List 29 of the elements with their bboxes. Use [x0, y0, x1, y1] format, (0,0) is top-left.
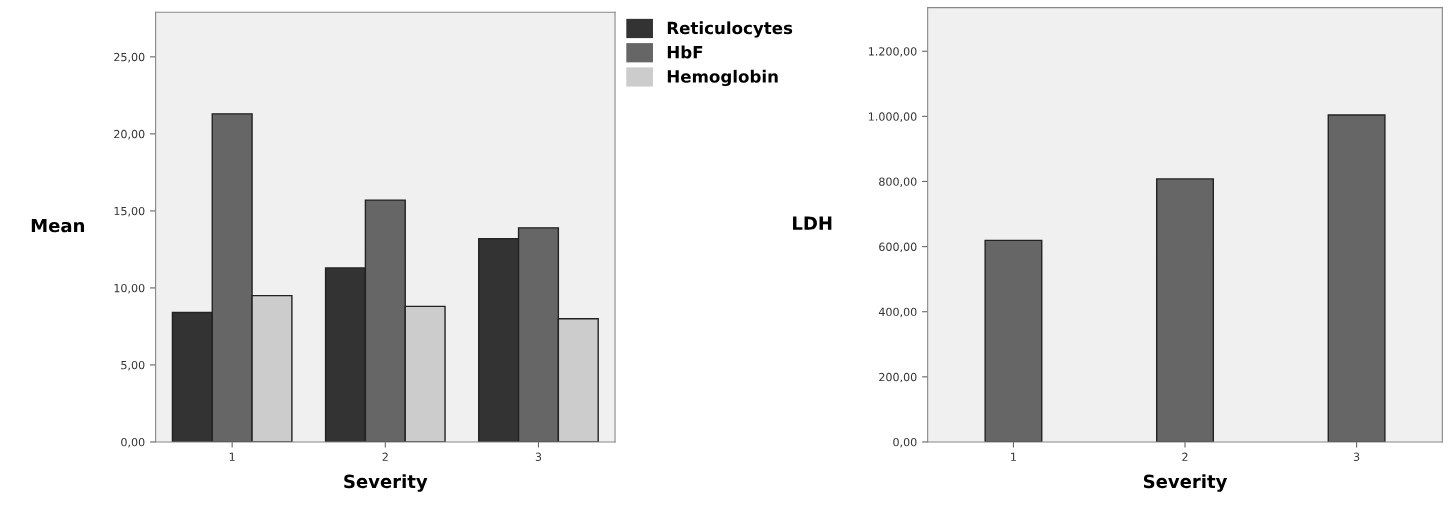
bar: [1156, 178, 1215, 442]
y-axis-title: LDH: [793, 216, 832, 230]
bar: [984, 239, 1043, 442]
x-tick-label: 1: [1011, 452, 1016, 461]
y-tick-label: 0,00: [893, 437, 917, 448]
x-tick-label: 2: [1182, 452, 1188, 461]
bar: [1327, 114, 1386, 442]
x-tick-label: 2: [382, 452, 388, 461]
x-axis-title: Severity: [1143, 474, 1228, 492]
y-tick-label: 200,00: [879, 372, 917, 383]
legend-label: Reticulocytes: [667, 21, 793, 38]
y-tick-label: 800,00: [879, 177, 917, 187]
x-axis-title: Severity: [344, 474, 428, 492]
y-tick-label: 1.200,00: [868, 47, 917, 57]
legend-label: HbF: [667, 45, 703, 59]
y-tick-label: 0,00: [121, 437, 145, 448]
x-tick-label: 3: [535, 452, 542, 461]
legend-label: Hemoglobin: [667, 69, 778, 87]
y-tick-label: 25,00: [114, 52, 145, 63]
y-tick-label: 600,00: [879, 242, 917, 253]
y-tick-label: 10,00: [114, 283, 145, 294]
y-axis-title: Mean: [31, 218, 85, 233]
y-tick-label: 20,00: [114, 129, 145, 140]
y-tick-label: 5,00: [121, 360, 145, 371]
y-tick-label: 400,00: [878, 307, 917, 318]
x-tick-label: 1: [229, 452, 235, 461]
x-tick-label: 3: [1353, 452, 1360, 461]
y-tick-label: 15,00: [114, 206, 145, 217]
y-tick-label: 1.000,00: [868, 112, 917, 122]
